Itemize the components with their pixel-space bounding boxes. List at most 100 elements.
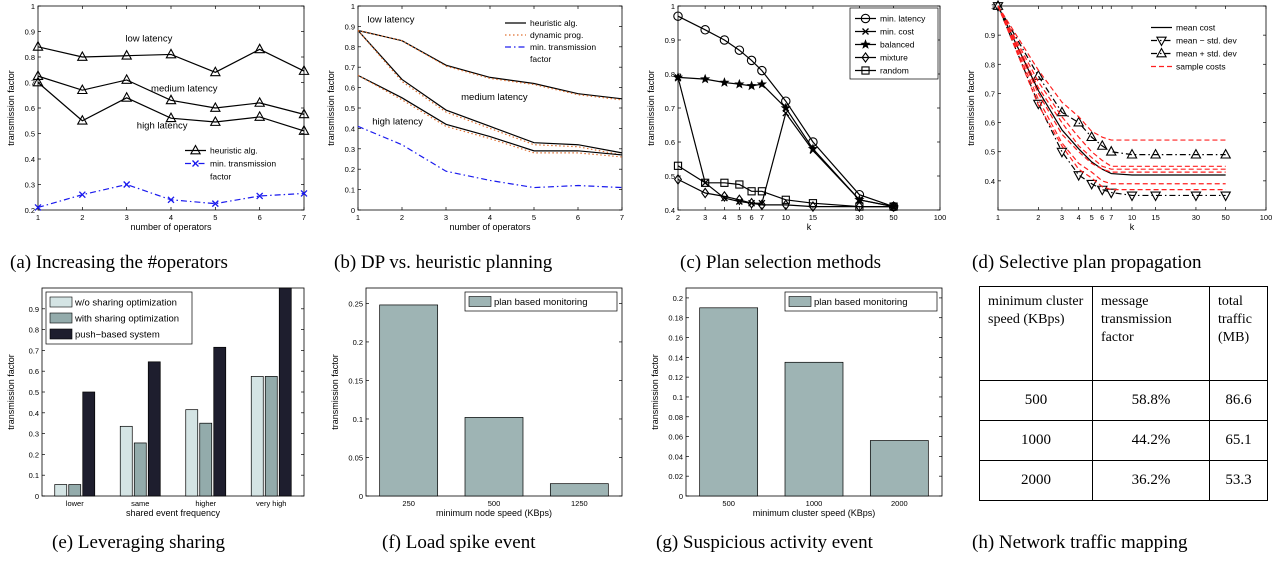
x-tick-label: 10 [782,213,790,222]
y-tick-label: 0.6 [345,84,355,93]
data-point [1056,106,1068,117]
x-tick-label: 4 [488,213,492,222]
y-tick-label: 0.3 [29,430,39,439]
legend-marker [1155,36,1168,47]
x-tick-label: 4 [1077,213,1081,222]
y-tick-label: 0.2 [353,338,363,347]
data-point [720,190,729,202]
y-tick-label: 0.9 [25,28,35,37]
legend-label: sample costs [1176,62,1226,72]
caption-g: (g) Suspicious activity event [656,532,873,553]
table-cell: 2000 [979,460,1093,501]
bar [464,417,524,497]
y-tick-label: 0.04 [668,452,683,461]
y-tick-label: 1 [31,2,35,11]
table-cell: 500 [979,380,1093,421]
chart-b-plot: 1 2 3 4 5 6 7 0 0.1 0.2 0.3 0.4 0.5 0.6 0.7 0.8 0.9 1 numb… [326,2,624,232]
y-axis-label: transmission factor [646,70,656,146]
y-tick-label: 0.3 [345,145,355,154]
x-tick-label: 3 [125,213,129,222]
x-tick-label: 5 [213,213,217,222]
y-tick-label: 0.5 [985,148,995,157]
annotation: medium latency [151,83,218,94]
y-axis-label: transmission factor [6,70,16,146]
x-axis-label: k [1130,222,1135,232]
data-point [300,189,308,197]
data-point [1150,148,1162,159]
x-axis-label: k [807,222,812,232]
caption-b: (b) DP vs. heuristic planning [334,252,553,273]
y-tick-label: 0.8 [665,70,675,79]
table-cell: 86.6 [1209,380,1268,421]
table-cell: 58.8% [1092,380,1210,421]
data-point [720,178,729,187]
y-tick-label: 0.6 [985,119,995,128]
caption-f: (f) Load spike event [382,532,536,553]
data-point [781,195,790,204]
chart-g: 0 0.02 0.04 0.06 0.08 0.1 0.12 0.14 0.16 0.18 0.2 5… [650,287,943,518]
x-tick-label: 1000 [806,499,823,508]
data-point [209,66,221,77]
x-tick-label: 1 [356,213,360,222]
legend-marker [861,66,870,75]
panel-h: minimum cluster speed (KBps) message tra… [960,282,1283,564]
x-tick-label: 7 [302,213,306,222]
x-tick-label: 50 [1221,213,1229,222]
y-tick-label: 0.2 [345,165,355,174]
y-tick-label: 0 [35,492,39,501]
x-tick-label: 3 [703,213,707,222]
data-point [719,77,730,87]
data-point [1190,148,1202,159]
y-tick-label: 0 [679,492,683,501]
plot-frame [357,5,623,211]
legend-box [784,291,938,312]
chart-d-plot: 1 2 3 4 5 6 7 10 15 30 50 100 0.4 0.5 0.6 0.7 0.8 0.9 1 k tr… [966,0,1272,232]
y-tick-label: 0.8 [29,326,39,335]
x-tick-label: higher [195,499,216,508]
data-point [992,2,1004,13]
x-tick-label: 250 [402,499,415,508]
x-tick-label: 6 [749,213,753,222]
x-tick-label: 4 [169,213,173,222]
annotation: high latency [372,116,423,127]
data-point [747,197,756,209]
legend-label: heuristic alg. [530,18,578,28]
data-point [757,199,766,211]
y-axis-label: transmission factor [966,70,976,146]
caption-c: (c) Plan selection methods [680,252,882,273]
traffic-table: minimum cluster speed (KBps) message tra… [979,286,1268,501]
x-tick-label: 7 [620,213,624,222]
y-tick-label: 1 [351,2,355,11]
y-tick-label: 0.9 [345,22,355,31]
y-tick-label: 0.05 [348,453,363,462]
data-point [211,200,219,208]
data-point [1086,130,1098,142]
data-point [123,181,131,188]
x-tick-label: 2 [80,213,84,222]
x-tick-label: 2 [676,213,680,222]
table-cell: 53.3 [1209,460,1268,501]
y-tick-label: 0.8 [25,53,35,62]
y-tick-label: 0.08 [668,413,683,422]
panel-f: 0 0.05 0.1 0.15 0.2 0.25 250 500 1250 minimum nod… [320,282,640,564]
data-point [735,194,744,206]
bar [133,442,147,497]
y-tick-label: 0 [359,492,363,501]
x-tick-label: lower [66,499,84,508]
data-point [1220,148,1232,159]
x-tick-label: 5 [532,213,536,222]
data-point [992,0,1004,10]
legend-label: dynamic prog. [530,30,583,40]
bar [185,409,199,497]
legend-label: mean − std. dev [1176,36,1237,46]
y-tick-label: 0.5 [665,172,675,181]
series-line-6 [357,125,623,189]
series-line-2 [357,30,623,154]
y-tick-label: 0.7 [985,89,995,98]
x-axis-label: minimum node speed (KBps) [436,508,552,518]
y-tick-label: 0.1 [345,186,355,195]
data-point [747,187,756,196]
bar [784,361,844,497]
data-point [807,143,819,154]
data-point [1086,179,1098,190]
